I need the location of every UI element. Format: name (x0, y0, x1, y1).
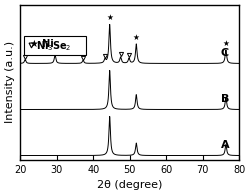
Text: ★ Ni: ★ Ni (30, 39, 53, 49)
Text: B: B (221, 94, 229, 104)
FancyBboxPatch shape (24, 35, 86, 55)
Text: ★: ★ (222, 39, 229, 48)
Text: A: A (221, 140, 230, 150)
X-axis label: 2θ (degree): 2θ (degree) (97, 180, 162, 190)
Text: ★: ★ (106, 13, 113, 22)
Text: Ni$_3$Se$_2$: Ni$_3$Se$_2$ (36, 39, 72, 53)
Text: C: C (221, 48, 229, 58)
Text: ★: ★ (133, 33, 140, 42)
Y-axis label: Intensity (a.u.): Intensity (a.u.) (5, 41, 15, 123)
